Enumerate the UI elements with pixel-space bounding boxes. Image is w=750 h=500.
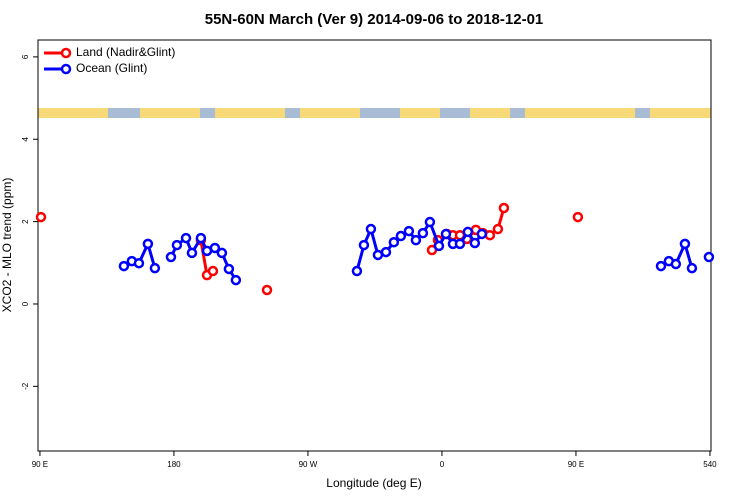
data-point — [492, 223, 504, 235]
data-point — [195, 232, 207, 244]
data-point — [171, 239, 183, 251]
data-point — [484, 229, 496, 241]
data-point — [410, 234, 422, 246]
data-point — [440, 228, 452, 240]
data-point — [476, 228, 488, 240]
x-tick-label: 90 E — [32, 460, 48, 469]
x-tick-label: 90 W — [299, 460, 318, 469]
map-strip — [38, 108, 711, 118]
data-point — [403, 225, 415, 237]
data-point — [424, 216, 436, 228]
legend-label: Ocean (Glint) — [76, 61, 147, 75]
data-point — [186, 247, 198, 259]
data-point — [133, 257, 145, 269]
data-point — [351, 265, 363, 277]
data-point — [433, 240, 445, 252]
data-point — [223, 263, 235, 275]
y-tick-label: 0 — [21, 301, 30, 306]
x-tick-label: 180 — [167, 460, 181, 469]
data-point — [417, 227, 429, 239]
data-point — [686, 262, 698, 274]
data-point — [358, 239, 370, 251]
data-point — [165, 251, 177, 263]
x-tick-label: 90 E — [568, 460, 584, 469]
data-point — [670, 258, 682, 270]
data-point — [118, 260, 130, 272]
plot-frame — [37, 39, 712, 452]
chart-title: 55N-60N March (Ver 9) 2014-09-06 to 2018… — [205, 11, 544, 28]
data-point — [261, 284, 273, 296]
data-point — [572, 211, 584, 223]
data-point — [142, 238, 154, 250]
data-point — [454, 238, 466, 250]
data-point — [395, 230, 407, 242]
data-point — [462, 226, 474, 238]
y-tick-label: 4 — [21, 136, 30, 141]
legend-marker — [60, 63, 72, 75]
data-point — [498, 202, 510, 214]
data-point — [469, 237, 481, 249]
y-tick-label: 6 — [21, 54, 30, 59]
data-point — [35, 211, 47, 223]
data-point — [209, 242, 221, 254]
legend-label: Land (Nadir&Glint) — [76, 45, 175, 59]
x-axis-label: Longitude (deg E) — [326, 476, 421, 490]
data-point — [230, 274, 242, 286]
data-point — [207, 265, 219, 277]
data-point — [703, 251, 715, 263]
data-point — [216, 247, 228, 259]
data-point — [380, 246, 392, 258]
y-tick-label: -2 — [21, 382, 30, 390]
x-tick-label: 540 — [703, 460, 717, 469]
x-tick-label: 0 — [440, 460, 445, 469]
data-point — [388, 236, 400, 248]
data-point — [180, 232, 192, 244]
data-point — [679, 238, 691, 250]
data-point — [655, 260, 667, 272]
y-tick-label: 2 — [21, 219, 30, 224]
y-axis-label: XCO2 - MLO trend (ppm) — [0, 178, 14, 313]
legend-marker — [60, 47, 72, 59]
data-point — [365, 223, 377, 235]
data-point — [149, 262, 161, 274]
